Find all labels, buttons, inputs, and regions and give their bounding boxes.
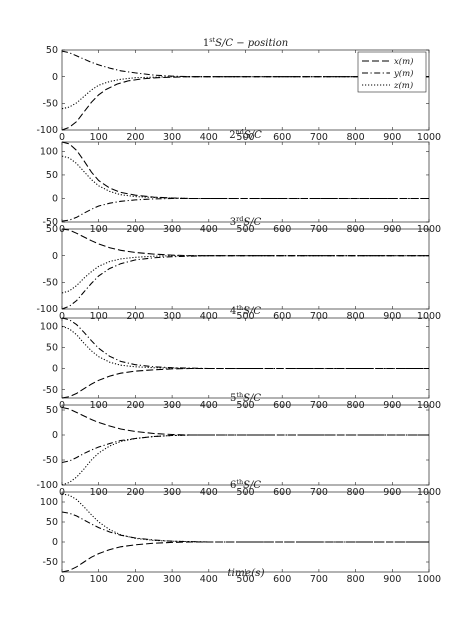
subplot-title: 5thS/C (230, 391, 261, 404)
x-tick-label: 700 (310, 132, 328, 143)
series-line-ym (61, 511, 429, 543)
series-line-ym (61, 255, 429, 310)
x-tick-label: 900 (383, 574, 401, 585)
x-tick-label: 400 (200, 574, 218, 585)
x-tick-label: 600 (273, 574, 291, 585)
axes-box (61, 317, 430, 399)
x-tick-label: 700 (310, 574, 328, 585)
y-tick-label: 50 (46, 343, 58, 354)
x-tick-label: 0 (59, 574, 65, 585)
legend-box (357, 51, 427, 93)
x-tick-label: 800 (347, 574, 365, 585)
series-line-zm (61, 493, 429, 543)
x-tick-label: 100 (90, 311, 108, 322)
y-tick-label: 50 (46, 405, 58, 416)
x-tick-label: 600 (273, 311, 291, 322)
series-line-xm (61, 228, 429, 257)
y-tick-label: 50 (46, 170, 58, 181)
subplot-6: 6thS/C0 100 200 300 400 500 600 700 800 900 1000-5… (40, 478, 441, 585)
series-line-zm (61, 434, 429, 486)
series-line-zm (61, 155, 429, 200)
subplot-title: 1stS/C − position (203, 36, 288, 49)
y-tick-label: -50 (42, 557, 58, 568)
x-tick-label: 300 (163, 574, 181, 585)
legend: x(m)y(m)z(m) (357, 51, 427, 93)
y-tick-label: -50 (42, 99, 58, 110)
series-line-xm (61, 541, 429, 573)
y-tick-label: 100 (40, 322, 58, 333)
y-tick-label: 0 (52, 194, 58, 205)
y-tick-label: 0 (52, 72, 58, 83)
axes-box (61, 141, 430, 223)
series-line-ym (61, 50, 429, 78)
axes-box (61, 404, 430, 486)
series-line-xm (61, 406, 429, 436)
subplot-title: 6thS/C (230, 478, 261, 491)
x-tick-label: 500 (236, 574, 254, 585)
series-line-ym (61, 197, 429, 222)
x-tick-label: 400 (200, 132, 218, 143)
x-tick-label: 1000 (417, 132, 441, 143)
x-tick-label: 300 (163, 311, 181, 322)
y-tick-label: 100 (40, 497, 58, 508)
y-tick-label: -50 (42, 455, 58, 466)
axes-box (61, 491, 430, 573)
x-tick-label: 200 (126, 574, 144, 585)
y-tick-label: 50 (46, 45, 58, 56)
x-tick-label: 200 (126, 132, 144, 143)
x-tick-label: 500 (236, 132, 254, 143)
x-tick-label: 1000 (417, 574, 441, 585)
x-tick-label: 900 (383, 132, 401, 143)
y-tick-label: 50 (46, 224, 58, 235)
x-tick-label: 0 (59, 132, 65, 143)
y-tick-label: -50 (42, 217, 58, 228)
legend-label: z(m) (393, 80, 413, 91)
x-tick-label: 700 (310, 311, 328, 322)
x-tick-label: 500 (236, 311, 254, 322)
x-tick-label: 300 (163, 132, 181, 143)
x-tick-label: 100 (90, 132, 108, 143)
subplot-title: 2ndS/C (229, 128, 262, 141)
subplot-3: 3rdS/C0 100 200 300 400 500 600 700 800 900 1000-1… (36, 215, 441, 322)
x-tick-label: 800 (347, 132, 365, 143)
x-tick-label: 1000 (417, 311, 441, 322)
legend-label: x(m) (394, 56, 414, 67)
x-tick-label: 200 (126, 311, 144, 322)
x-tick-label: 400 (200, 311, 218, 322)
x-tick-label: 0 (59, 311, 65, 322)
subplot-title: 3rdS/C (230, 215, 262, 228)
y-tick-label: 100 (40, 147, 58, 158)
x-tick-label: 800 (347, 311, 365, 322)
y-tick-label: -100 (36, 125, 58, 136)
y-tick-label: 0 (52, 430, 58, 441)
y-tick-label: -50 (42, 385, 58, 396)
y-tick-label: -100 (36, 480, 58, 491)
x-tick-label: 100 (90, 574, 108, 585)
y-tick-label: 0 (52, 364, 58, 375)
series-line-zm (61, 255, 429, 294)
y-tick-label: -50 (42, 278, 58, 289)
series-line-zm (61, 325, 429, 370)
subplot-title: 4thS/C (230, 304, 261, 317)
y-tick-label: 0 (52, 537, 58, 548)
x-tick-label: 900 (383, 311, 401, 322)
y-tick-label: -100 (36, 304, 58, 315)
axes-box (61, 228, 430, 310)
y-tick-label: 0 (52, 251, 58, 262)
series-line-ym (61, 434, 429, 464)
x-axis-label: time(s) (227, 567, 264, 579)
series-line-xm (61, 76, 429, 131)
series-line-xm (61, 141, 429, 200)
series-line-ym (61, 317, 429, 370)
legend-label: y(m) (393, 68, 414, 79)
y-tick-label: 50 (46, 517, 58, 528)
x-tick-label: 600 (273, 132, 291, 143)
